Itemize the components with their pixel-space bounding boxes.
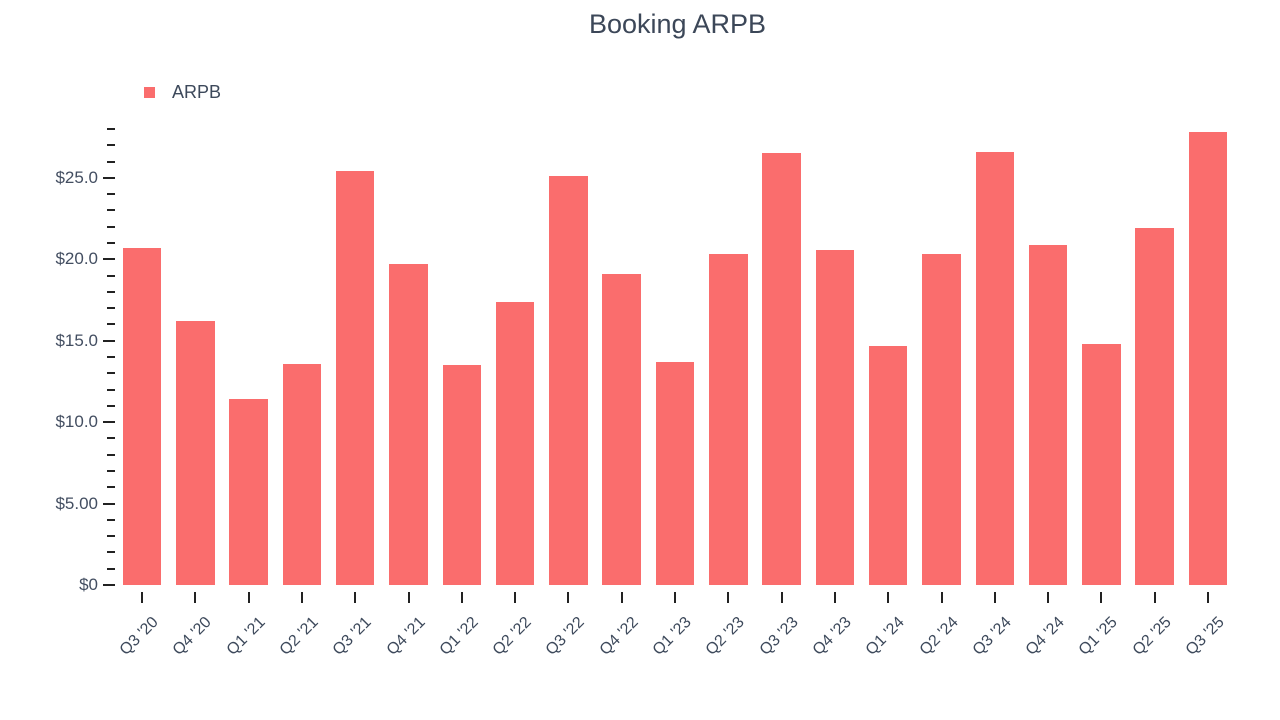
y-major-tick — [103, 584, 115, 586]
y-minor-tick — [107, 290, 115, 293]
x-tick — [940, 592, 943, 603]
x-tick — [300, 592, 303, 603]
bar-q4-20[interactable] — [176, 321, 215, 585]
x-tick — [727, 592, 730, 603]
y-minor-tick — [107, 356, 115, 358]
y-minor-tick — [107, 242, 115, 244]
bar-q3-24[interactable] — [975, 151, 1015, 585]
x-tick — [993, 592, 996, 603]
bar-q4-22[interactable] — [602, 273, 641, 585]
y-tick-label: $0 — [79, 575, 98, 594]
y-minor-tick — [107, 437, 115, 440]
bar-q1-25[interactable] — [1082, 343, 1121, 585]
x-tick — [407, 592, 410, 603]
y-minor-tick — [107, 486, 115, 489]
bar-q1-24[interactable] — [868, 345, 908, 585]
bar-q4-23[interactable] — [815, 249, 855, 585]
x-tick — [833, 592, 836, 603]
legend: ARPB — [144, 82, 221, 103]
y-minor-tick — [107, 388, 115, 391]
bar-q1-21[interactable] — [229, 399, 268, 585]
bar-q1-22[interactable] — [442, 365, 482, 585]
x-tick — [460, 592, 463, 603]
bar-q2-24[interactable] — [922, 254, 961, 585]
legend-label: ARPB — [172, 82, 222, 102]
bar-q3-20[interactable] — [122, 247, 162, 585]
x-tick — [1100, 592, 1103, 603]
bar-q4-24[interactable] — [1028, 244, 1068, 585]
y-major-tick — [103, 502, 115, 505]
y-minor-tick — [107, 323, 115, 326]
y-minor-tick — [107, 144, 115, 147]
bar-q4-21[interactable] — [389, 264, 428, 585]
y-minor-tick — [107, 307, 115, 310]
legend-swatch-icon — [144, 87, 155, 98]
y-tick-label: $20.0 — [55, 249, 98, 269]
legend-item-arpb[interactable]: ARPB — [144, 82, 221, 103]
x-tick — [247, 592, 250, 603]
y-minor-tick — [107, 209, 115, 212]
x-tick — [1153, 592, 1156, 603]
y-minor-tick — [107, 193, 115, 196]
y-minor-tick — [107, 404, 115, 407]
y-minor-tick — [107, 567, 115, 570]
y-minor-tick — [107, 225, 115, 228]
y-minor-tick — [107, 535, 115, 538]
x-tick — [194, 592, 197, 603]
x-tick — [567, 592, 570, 603]
x-tick — [141, 592, 143, 603]
y-major-tick — [103, 339, 115, 342]
x-tick — [674, 592, 676, 603]
bar-q3-22[interactable] — [549, 176, 588, 585]
bar-q2-23[interactable] — [709, 254, 748, 585]
x-tick — [514, 592, 517, 603]
bar-q3-23[interactable] — [762, 153, 801, 585]
chart-title: Booking ARPB — [588, 9, 767, 39]
y-minor-tick — [107, 128, 115, 130]
y-major-tick — [103, 421, 115, 424]
bar-q3-25[interactable] — [1188, 132, 1228, 585]
y-minor-tick — [107, 470, 115, 472]
y-major-tick — [103, 258, 115, 261]
bar-q2-22[interactable] — [495, 301, 535, 585]
bar-q2-25[interactable] — [1135, 228, 1174, 585]
y-minor-tick — [107, 551, 115, 554]
y-tick-label: $15.0 — [55, 330, 98, 350]
x-tick — [620, 592, 623, 603]
y-tick-label: $25.0 — [55, 167, 98, 187]
x-tick — [887, 592, 890, 603]
y-tick-label: $10.0 — [55, 412, 98, 432]
x-tick — [354, 592, 357, 603]
x-tick — [1207, 592, 1209, 603]
y-minor-tick — [107, 372, 115, 375]
bar-q1-23[interactable] — [655, 361, 695, 585]
bar-q3-21[interactable] — [335, 171, 375, 585]
y-minor-tick — [107, 160, 115, 163]
y-tick-label: $5.00 — [55, 493, 98, 513]
y-minor-tick — [107, 453, 115, 456]
y-minor-tick — [107, 274, 115, 277]
x-tick — [1047, 592, 1050, 603]
bar-q2-21[interactable] — [282, 363, 322, 585]
y-major-tick — [103, 176, 115, 179]
x-tick — [780, 592, 783, 603]
y-minor-tick — [107, 518, 115, 521]
